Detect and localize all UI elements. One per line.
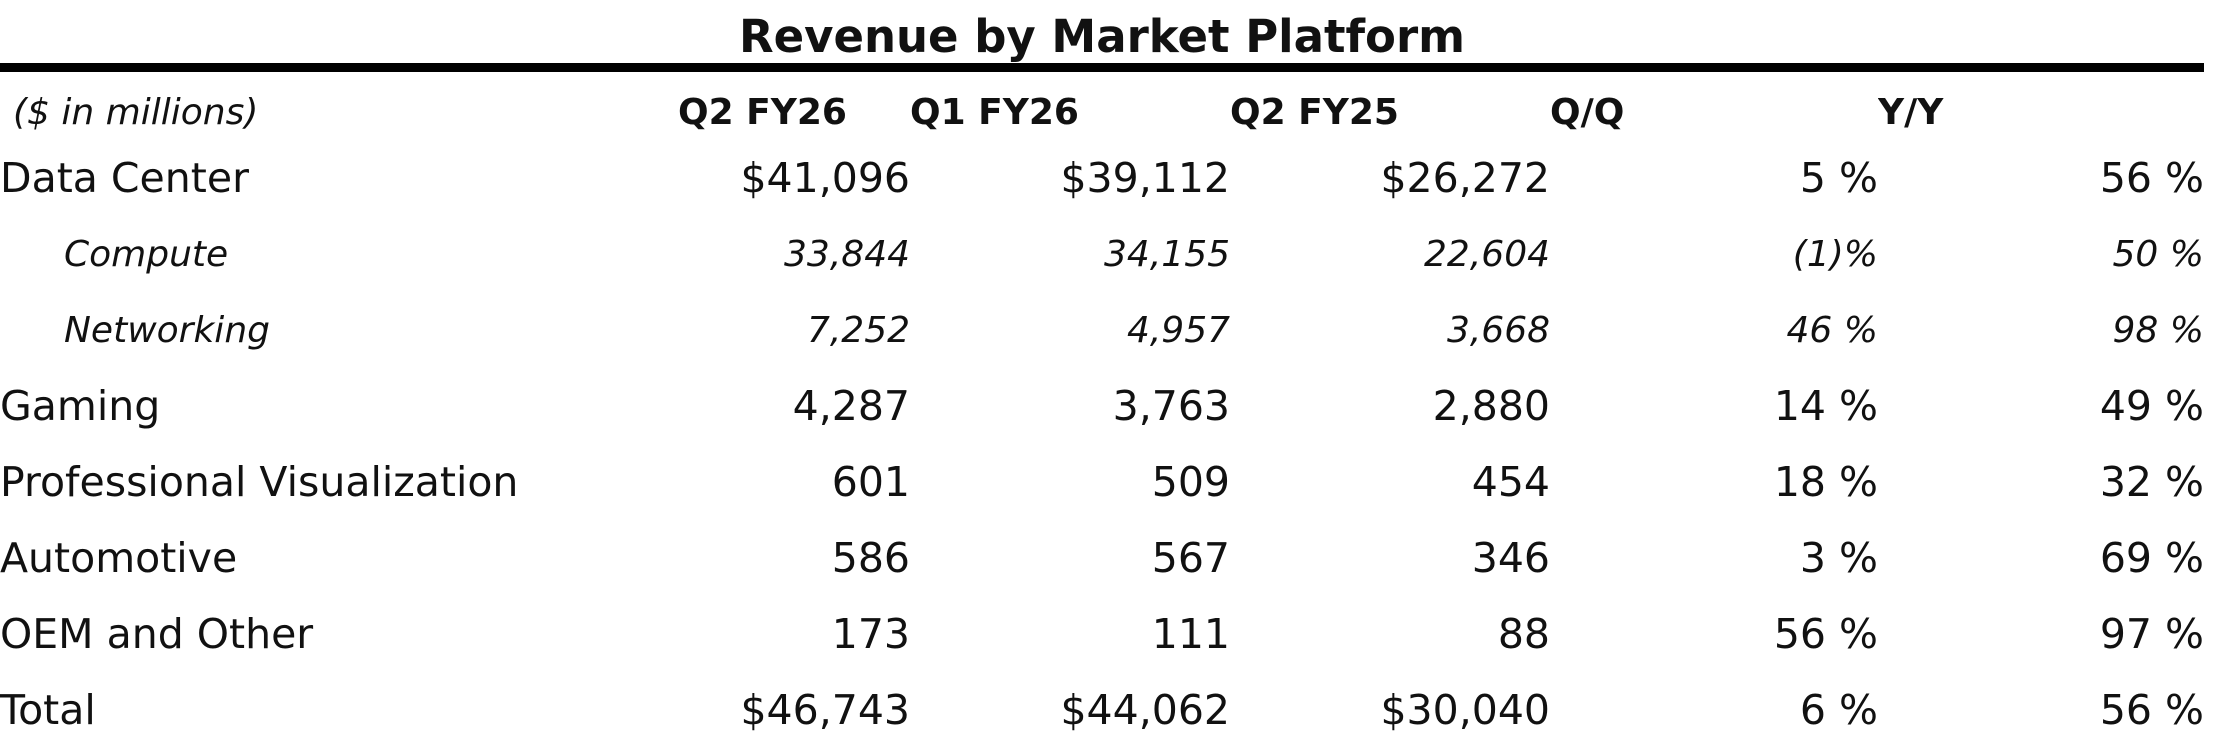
cell-yy: 32 %: [2099, 458, 2204, 506]
column-header-yy: Y/Y: [1878, 91, 1944, 133]
row-label: Total: [0, 686, 96, 734]
revenue-table: ($ in millions) Q2 FY26 Q1 FY26 Q2 FY25 …: [0, 84, 2204, 748]
cell-qq: 56 %: [1773, 610, 1878, 658]
cell-q2-fy25: 2,880: [1432, 382, 1550, 430]
cell-q1-fy26: 34,155: [1104, 233, 1230, 275]
cell-q1-fy26: 3,763: [1112, 382, 1230, 430]
cell-q1-fy26: 567: [1151, 534, 1230, 582]
table-row-compute: Compute 33,844 34,155 22,604 (1)% 50 %: [0, 216, 2204, 292]
cell-yy: 69 %: [2099, 534, 2204, 582]
title-rule: [0, 63, 2204, 72]
row-label: Professional Visualization: [0, 458, 519, 506]
cell-q1-fy26: 4,957: [1126, 309, 1230, 351]
cell-q1-fy26: 111: [1151, 610, 1230, 658]
cell-qq: 46 %: [1786, 309, 1878, 351]
column-header-q2-fy26: Q2 FY26: [678, 91, 847, 133]
cell-q2-fy26: 4,287: [792, 382, 910, 430]
cell-q2-fy25: $26,272: [1380, 154, 1550, 202]
table-row-gaming: Gaming 4,287 3,763 2,880 14 % 49 %: [0, 368, 2204, 444]
cell-q2-fy26: 601: [831, 458, 910, 506]
row-label: Data Center: [0, 154, 249, 202]
row-label: Gaming: [0, 382, 161, 430]
cell-q2-fy25: 454: [1471, 458, 1550, 506]
column-header-q1-fy26: Q1 FY26: [910, 91, 1079, 133]
cell-qq: 14 %: [1773, 382, 1878, 430]
table-row-automotive: Automotive 586 567 346 3 % 69 %: [0, 520, 2204, 596]
cell-qq: 18 %: [1773, 458, 1878, 506]
table-row-networking: Networking 7,252 4,957 3,668 46 % 98 %: [0, 292, 2204, 368]
cell-yy: 50 %: [2112, 233, 2204, 275]
cell-q1-fy26: $44,062: [1060, 686, 1230, 734]
cell-qq: 5 %: [1799, 154, 1878, 202]
cell-qq: (1)%: [1792, 233, 1878, 275]
column-header-qq: Q/Q: [1550, 91, 1625, 133]
row-label: OEM and Other: [0, 610, 314, 658]
cell-q2-fy26: 7,252: [806, 309, 910, 351]
cell-q2-fy26: $46,743: [740, 686, 910, 734]
row-label: Automotive: [0, 534, 238, 582]
cell-q2-fy26: $41,096: [740, 154, 910, 202]
table-row-data-center: Data Center $41,096 $39,112 $26,272 5 % …: [0, 140, 2204, 216]
cell-qq: 6 %: [1799, 686, 1878, 734]
cell-q2-fy25: $30,040: [1380, 686, 1550, 734]
cell-q2-fy25: 3,668: [1446, 309, 1550, 351]
table-row-total: Total $46,743 $44,062 $30,040 6 % 56 %: [0, 672, 2204, 748]
cell-q2-fy25: 88: [1497, 610, 1550, 658]
cell-q2-fy26: 33,844: [784, 233, 910, 275]
row-label: Compute: [64, 233, 229, 275]
row-label: Networking: [64, 309, 270, 351]
cell-q2-fy26: 173: [831, 610, 910, 658]
cell-yy: 97 %: [2099, 610, 2204, 658]
table-title: Revenue by Market Platform: [738, 10, 1466, 63]
cell-q2-fy26: 586: [831, 534, 910, 582]
header-row: ($ in millions) Q2 FY26 Q1 FY26 Q2 FY25 …: [0, 84, 2204, 140]
cell-yy: 49 %: [2099, 382, 2204, 430]
cell-yy: 98 %: [2112, 309, 2204, 351]
cell-q2-fy25: 22,604: [1424, 233, 1550, 275]
cell-qq: 3 %: [1799, 534, 1878, 582]
column-header-q2-fy25: Q2 FY25: [1230, 91, 1399, 133]
table-row-oem-and-other: OEM and Other 173 111 88 56 % 97 %: [0, 596, 2204, 672]
cell-q2-fy25: 346: [1471, 534, 1550, 582]
cell-yy: 56 %: [2099, 154, 2204, 202]
cell-q1-fy26: $39,112: [1060, 154, 1230, 202]
cell-yy: 56 %: [2099, 686, 2204, 734]
units-label: ($ in millions): [13, 91, 259, 133]
cell-q1-fy26: 509: [1151, 458, 1230, 506]
table-row-professional-visualization: Professional Visualization 601 509 454 1…: [0, 444, 2204, 520]
